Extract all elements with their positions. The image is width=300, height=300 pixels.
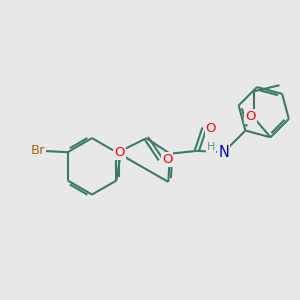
Text: O: O [162,153,172,166]
Text: H: H [207,142,215,152]
Text: O: O [206,122,216,135]
Text: N: N [218,145,229,160]
Text: O: O [114,146,125,159]
Text: O: O [245,110,256,123]
Text: Br: Br [31,144,45,157]
